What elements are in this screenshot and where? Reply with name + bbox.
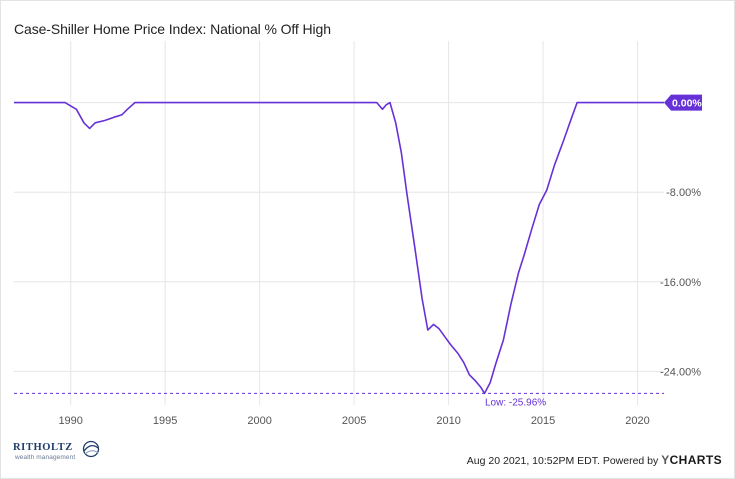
chart-footer: Aug 20 2021, 10:52PM EDT. Powered by YCH… — [467, 453, 722, 467]
ritholtz-emblem-icon — [82, 440, 100, 458]
x-tick-label: 2020 — [625, 415, 649, 427]
x-axis-ticks: 1990 1995 2000 2005 2010 2015 2020 — [58, 415, 649, 427]
x-tick-label: 2010 — [436, 415, 460, 427]
low-label: Low: -25.96% — [485, 397, 546, 408]
x-tick-label: 2005 — [342, 415, 366, 427]
y-tick-label: -16.00% — [660, 277, 701, 289]
y-axis-ticks: -8.00% -16.00% -24.00% — [660, 187, 701, 378]
low-marker-layer: Low: -25.96% — [14, 392, 664, 408]
x-tick-label: 1990 — [58, 415, 82, 427]
ycharts-wordmark: CHARTS — [669, 453, 722, 467]
last-value-badge — [664, 94, 702, 111]
last-value-badge-layer: 0.00% — [664, 94, 702, 111]
footer-powered-by: Powered by — [602, 455, 659, 467]
y-tick-label: -8.00% — [666, 187, 701, 199]
y-tick-label: -24.00% — [660, 366, 701, 378]
ycharts-logo: YCHARTS — [661, 453, 722, 467]
ritholtz-logo: RITHOLTZ wealth management — [13, 440, 103, 466]
x-tick-label: 2015 — [531, 415, 555, 427]
x-tick-label: 1995 — [153, 415, 177, 427]
series-layer — [14, 101, 664, 395]
grid-layer — [14, 41, 664, 405]
footer-timestamp: Aug 20 2021, 10:52PM EDT. — [466, 455, 600, 467]
x-tick-label: 2000 — [247, 415, 271, 427]
series-line — [14, 101, 664, 395]
brand-subtitle: wealth management — [15, 454, 76, 461]
brand-name: RITHOLTZ — [13, 442, 73, 453]
ycharts-y-mark: Y — [661, 453, 670, 467]
last-value-label: 0.00% — [672, 98, 702, 110]
chart-title: Case-Shiller Home Price Index: National … — [14, 21, 331, 37]
